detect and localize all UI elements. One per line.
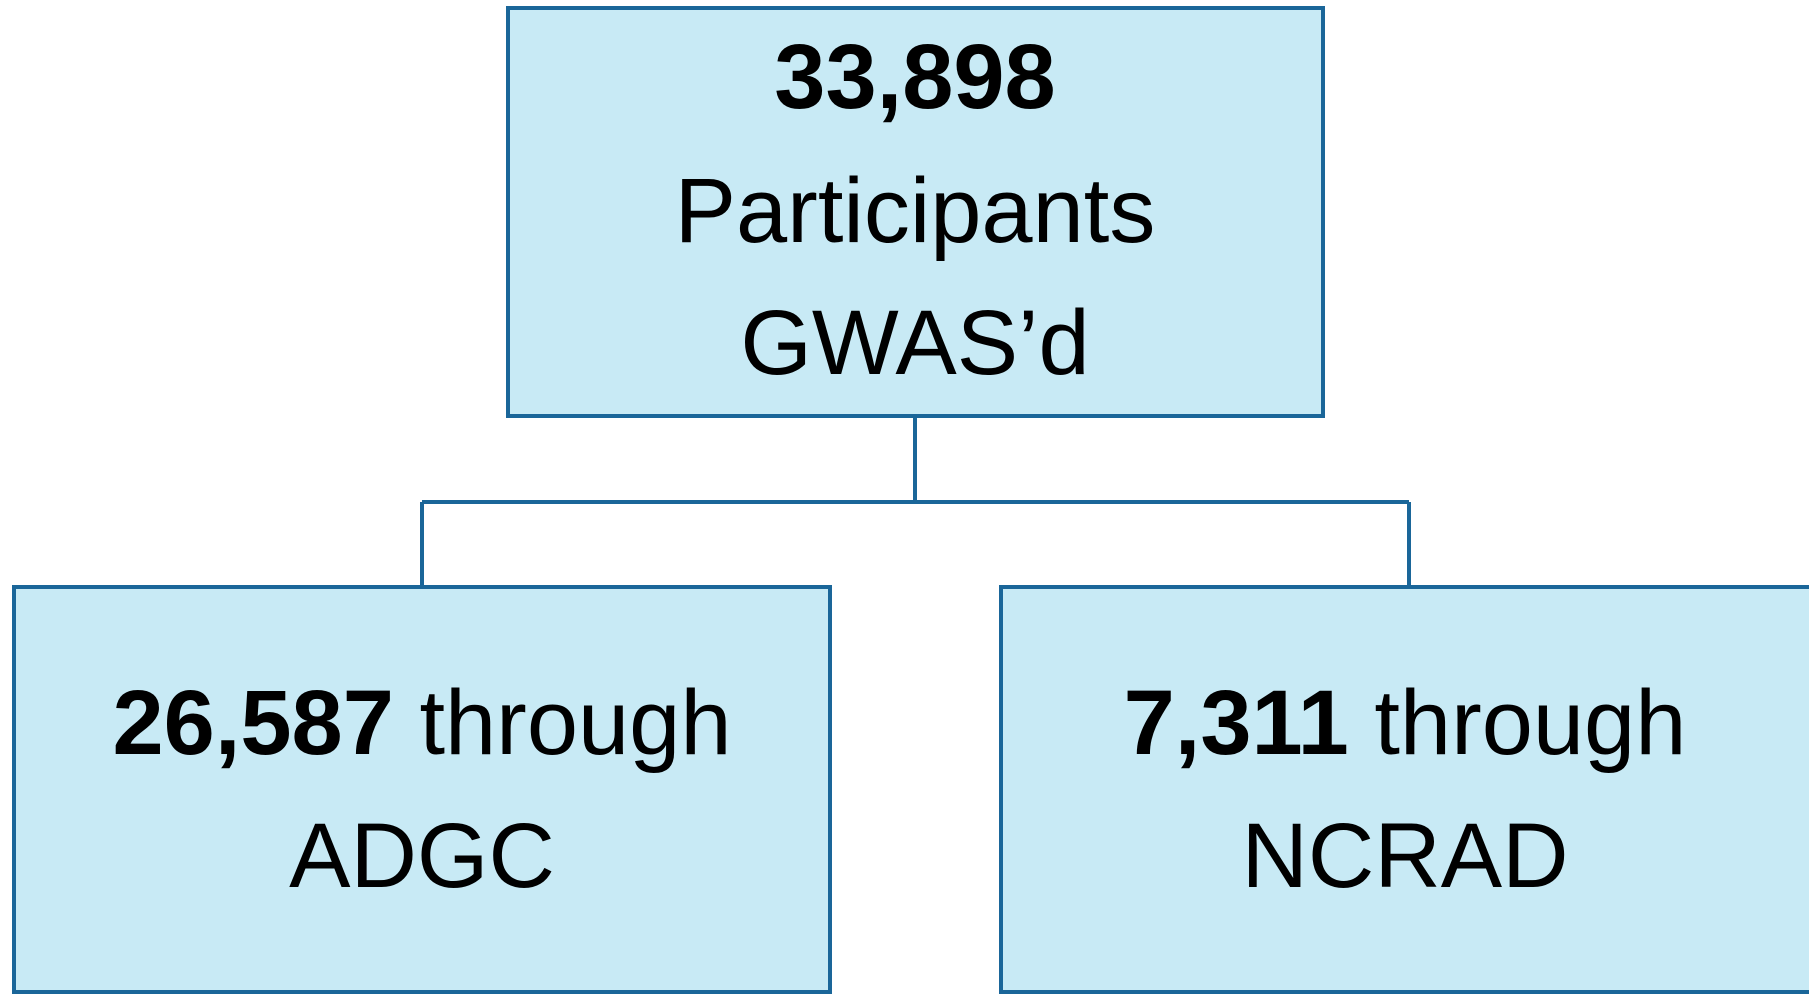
right-count: 7,311: [1124, 672, 1349, 774]
right-label: NCRAD: [1241, 805, 1568, 907]
right-box: [999, 585, 1809, 994]
left-line: 26,587 through: [113, 672, 732, 774]
left-label: ADGC: [289, 805, 555, 907]
right-text: through: [1374, 672, 1686, 774]
top-line: GWAS’d: [740, 292, 1089, 394]
left-text: through: [419, 672, 731, 774]
connector: [420, 416, 1411, 587]
left-count: 26,587: [113, 672, 394, 774]
top-box: [506, 6, 1325, 418]
top-count: 33,898: [774, 26, 1055, 128]
right-line: 7,311 through: [1124, 672, 1687, 774]
top-line: Participants: [675, 160, 1156, 262]
left-box: [12, 585, 832, 994]
